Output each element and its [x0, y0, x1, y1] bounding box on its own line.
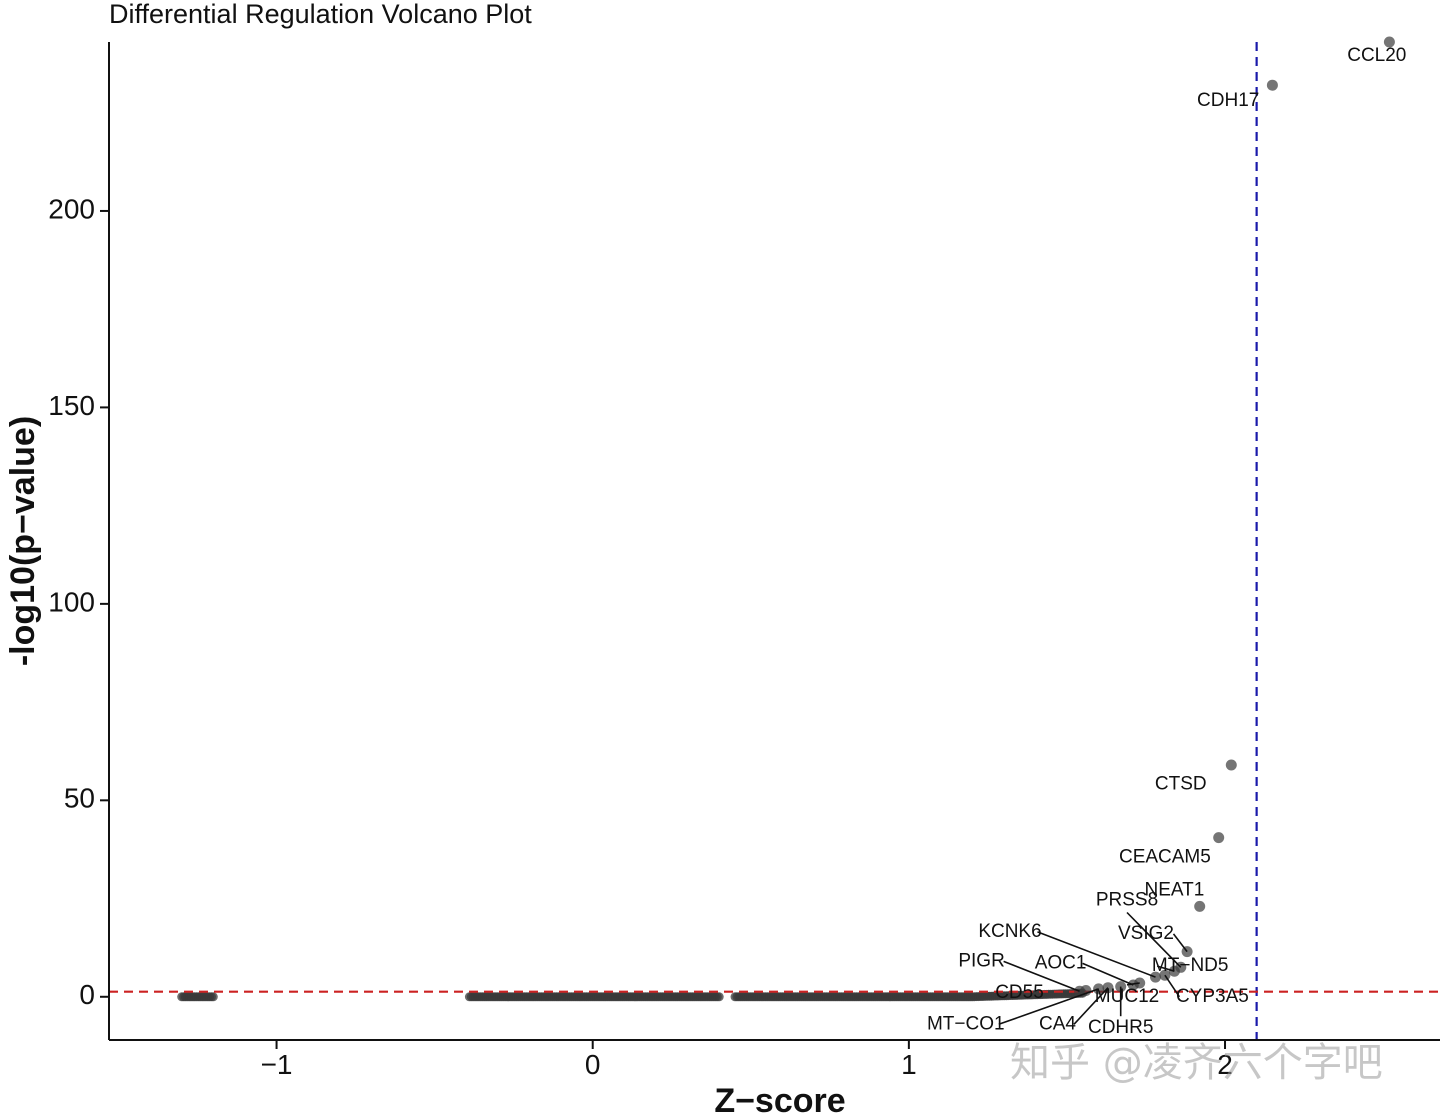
- leader-kcnk6: [1037, 931, 1156, 978]
- leader-mt−co1: [998, 988, 1099, 1026]
- x-tick-label: −1: [261, 1049, 293, 1080]
- threshold-lines: [109, 42, 1440, 1040]
- label-aoc1: AOC1: [1035, 952, 1087, 973]
- point-ccl20: [1383, 36, 1395, 48]
- leader-cyp3a5: [1164, 974, 1181, 998]
- label-mt−co1: MT−CO1: [927, 1013, 1005, 1034]
- label-leader-lines: [998, 911, 1188, 1026]
- background-points: [177, 988, 1088, 1002]
- x-axis-title: Z−score: [714, 1082, 845, 1120]
- label-neat1: NEAT1: [1144, 880, 1204, 901]
- label-ccl20: CCL20: [1347, 45, 1406, 66]
- label-pigr: PIGR: [958, 950, 1004, 971]
- chart-title: Differential Regulation Volcano Plot: [109, 0, 532, 29]
- point-ctsd: [1225, 759, 1237, 771]
- label-cyp3a5: CYP3A5: [1176, 986, 1249, 1007]
- label-cd55: CD55: [995, 982, 1044, 1003]
- label-cdh17: CDH17: [1197, 90, 1259, 111]
- label-vsig2: VSIG2: [1118, 923, 1174, 944]
- x-tick-label: 0: [585, 1049, 601, 1080]
- point-neat1: [1194, 900, 1206, 912]
- leader-aoc1: [1082, 962, 1134, 986]
- leader-prss8: [1126, 911, 1182, 968]
- leader-vsig2: [1172, 933, 1188, 953]
- y-tick-label: 150: [48, 390, 95, 421]
- label-cdhr5: CDHR5: [1088, 1017, 1153, 1038]
- label-muc12: MUC12: [1095, 986, 1159, 1007]
- y-tick-label: 200: [48, 193, 95, 224]
- axes: [108, 42, 1440, 1041]
- label-ceacam5: CEACAM5: [1119, 846, 1211, 867]
- point-ceacam5: [1213, 832, 1225, 844]
- point-cdh17: [1266, 79, 1278, 91]
- label-prss8: PRSS8: [1096, 890, 1158, 911]
- y-axis-title: -log10(p−value): [4, 416, 42, 666]
- leader-muc12: [1126, 982, 1140, 986]
- x-tick-label: 1: [901, 1049, 917, 1080]
- watermark: 知乎 @凌齐六个字吧: [1010, 1040, 1383, 1086]
- y-axis-ticks: 0 50 100 150 200: [48, 193, 109, 1010]
- label-mt−nd5: MT−ND5: [1152, 955, 1229, 976]
- leader-ca4: [1073, 987, 1109, 1025]
- y-tick-label: 50: [64, 783, 95, 814]
- label-kcnk6: KCNK6: [978, 921, 1041, 942]
- x-tick-label: 2: [1217, 1049, 1233, 1080]
- y-tick-label: 0: [79, 979, 95, 1010]
- x-axis-ticks: −1 0 1 2: [261, 1040, 1233, 1080]
- y-tick-label: 100: [48, 586, 95, 617]
- label-ctsd: CTSD: [1155, 774, 1207, 795]
- background-point: [714, 992, 724, 1002]
- leader-mt−nd5: [1156, 965, 1175, 972]
- label-ca4: CA4: [1039, 1013, 1076, 1034]
- leader-pigr: [1003, 960, 1080, 993]
- background-point: [208, 992, 218, 1002]
